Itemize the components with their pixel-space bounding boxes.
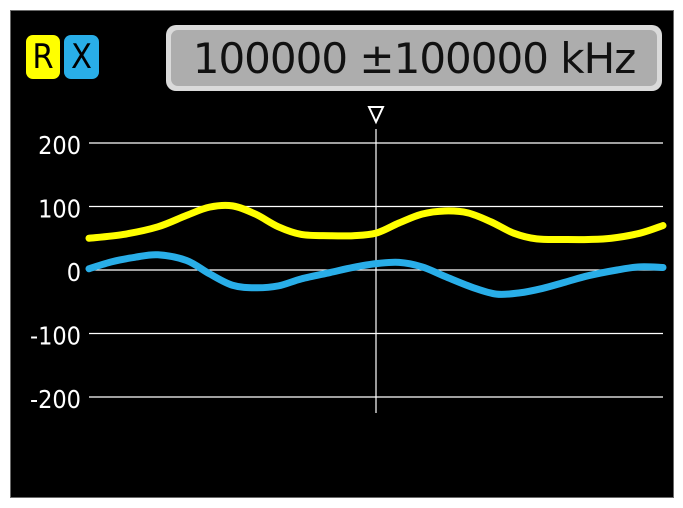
- y-tick-label-0: 200: [38, 131, 81, 160]
- frequency-label: 100000 ±100000 kHz: [171, 30, 657, 86]
- impedance-chart: 200 100 0 -100 -200: [30, 106, 667, 414]
- y-tick-label-4: -200: [30, 385, 81, 414]
- y-tick-label-1: 100: [38, 195, 81, 224]
- series-line-x: [85, 251, 667, 298]
- r-series-toggle[interactable]: R: [26, 35, 60, 79]
- x-series-toggle[interactable]: X: [64, 35, 99, 79]
- frequency-display[interactable]: 100000 ±100000 kHz: [166, 25, 662, 91]
- series-line-r: [85, 201, 667, 244]
- y-tick-label-2: 0: [67, 258, 81, 287]
- center-marker-triangle-icon: [367, 106, 385, 125]
- analyzer-screen: 200 100 0 -100 -200 R X 100000 ±100000 kHz: [10, 10, 674, 498]
- y-tick-label-3: -100: [30, 322, 81, 351]
